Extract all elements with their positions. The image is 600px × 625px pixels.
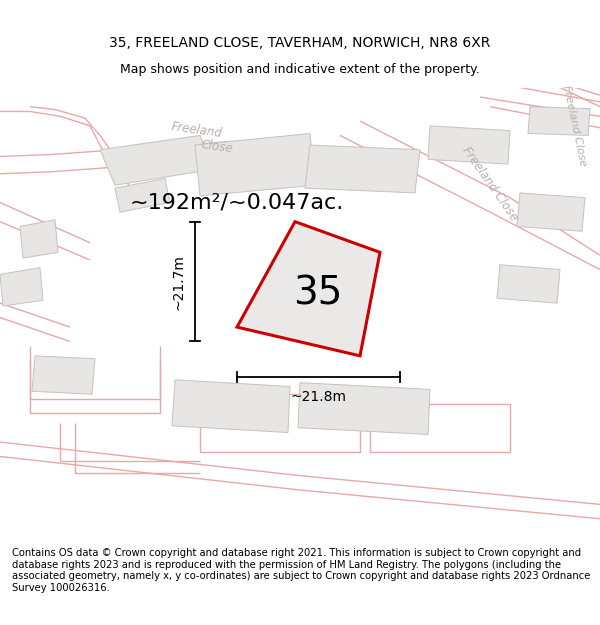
Text: Freeland Close: Freeland Close [562, 84, 589, 168]
Text: Map shows position and indicative extent of the property.: Map shows position and indicative extent… [120, 62, 480, 76]
Text: Freeland Close: Freeland Close [460, 144, 520, 223]
Polygon shape [195, 134, 315, 196]
Polygon shape [528, 107, 590, 136]
Text: 35, FREELAND CLOSE, TAVERHAM, NORWICH, NR8 6XR: 35, FREELAND CLOSE, TAVERHAM, NORWICH, N… [109, 36, 491, 50]
Polygon shape [428, 126, 510, 164]
Text: Close: Close [200, 138, 233, 156]
Text: ~21.8m: ~21.8m [290, 391, 347, 404]
Polygon shape [115, 179, 170, 212]
Text: Freeland: Freeland [170, 121, 223, 141]
Polygon shape [497, 265, 560, 303]
Polygon shape [298, 382, 430, 434]
Polygon shape [32, 356, 95, 394]
Polygon shape [237, 222, 380, 356]
Text: 35: 35 [293, 274, 343, 312]
Polygon shape [100, 136, 215, 185]
Text: ~21.7m: ~21.7m [171, 254, 185, 309]
Polygon shape [305, 145, 420, 193]
Text: ~192m²/~0.047ac.: ~192m²/~0.047ac. [130, 192, 344, 213]
Polygon shape [20, 220, 58, 258]
Polygon shape [172, 380, 290, 432]
Polygon shape [517, 193, 585, 231]
Text: Contains OS data © Crown copyright and database right 2021. This information is : Contains OS data © Crown copyright and d… [12, 548, 590, 593]
Polygon shape [0, 268, 43, 306]
